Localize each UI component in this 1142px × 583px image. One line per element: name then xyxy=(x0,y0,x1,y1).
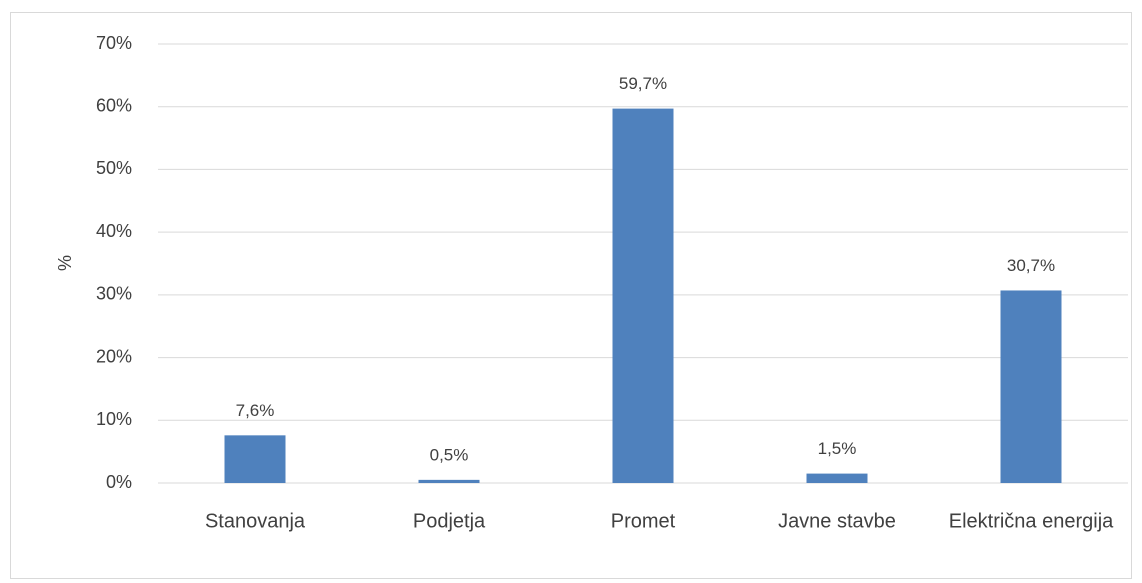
chart-frame xyxy=(10,12,1132,579)
y-tick-label: 60% xyxy=(96,95,132,115)
data-label: 7,6% xyxy=(236,401,275,420)
y-tick-label: 30% xyxy=(96,284,132,304)
x-tick-label: Javne stavbe xyxy=(778,510,896,532)
data-label: 1,5% xyxy=(818,439,857,458)
data-label: 59,7% xyxy=(619,74,667,93)
bar xyxy=(806,473,868,483)
y-tick-label: 10% xyxy=(96,409,132,429)
x-tick-label: Promet xyxy=(611,510,676,532)
data-label: 0,5% xyxy=(430,445,469,464)
y-tick-label: 20% xyxy=(96,346,132,366)
y-axis-label: % xyxy=(55,255,75,271)
y-tick-label: 70% xyxy=(96,33,132,53)
y-tick-label: 50% xyxy=(96,158,132,178)
bar xyxy=(612,108,674,484)
bar xyxy=(418,479,480,483)
y-tick-label: 0% xyxy=(106,472,132,492)
bar xyxy=(1000,290,1062,483)
bar xyxy=(224,435,286,483)
x-tick-label: Električna energija xyxy=(949,510,1114,532)
x-tick-label: Podjetja xyxy=(413,510,486,532)
x-tick-label: Stanovanja xyxy=(205,510,306,532)
data-label: 30,7% xyxy=(1007,256,1055,275)
y-tick-label: 40% xyxy=(96,221,132,241)
